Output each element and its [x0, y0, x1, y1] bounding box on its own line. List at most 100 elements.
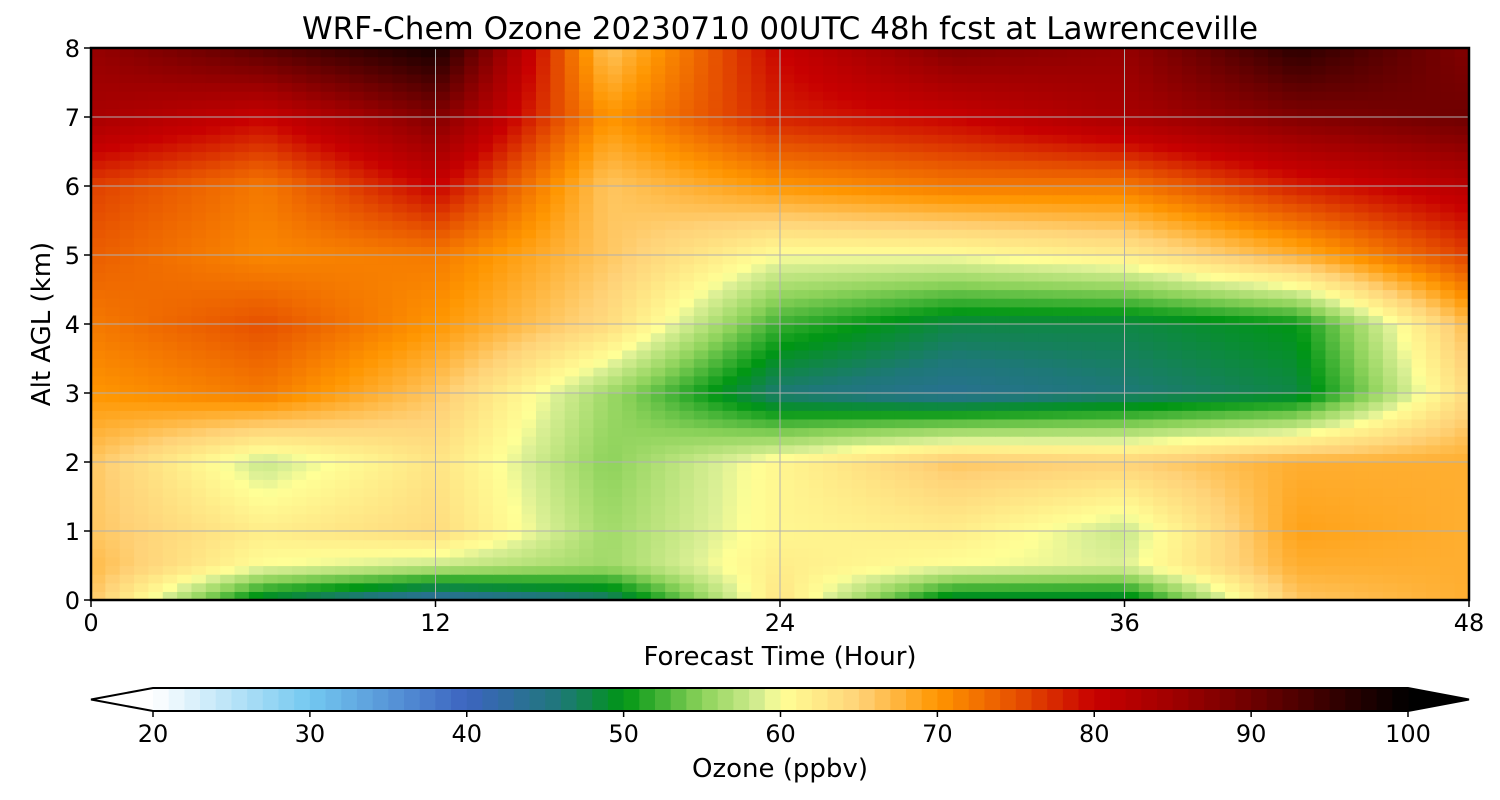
heatmap-cell	[134, 358, 150, 368]
heatmap-cell	[105, 393, 121, 403]
heatmap-cell	[464, 531, 480, 541]
heatmap-cell	[966, 487, 982, 498]
heatmap-cell	[1052, 453, 1068, 463]
heatmap-cell	[1095, 574, 1111, 584]
heatmap-cell	[909, 410, 925, 420]
heatmap-cell	[1368, 505, 1384, 515]
heatmap-cell	[1296, 487, 1312, 498]
heatmap-cell	[923, 211, 939, 222]
heatmap-cell	[492, 539, 508, 549]
heatmap-cell	[1325, 513, 1341, 523]
heatmap-cell	[765, 358, 781, 368]
heatmap-cell	[579, 375, 594, 385]
heatmap-cell	[564, 229, 580, 239]
heatmap-cell	[335, 513, 350, 523]
heatmap-cell	[1153, 306, 1169, 316]
heatmap-cell	[1411, 418, 1427, 429]
heatmap-cell	[808, 522, 824, 532]
heatmap-cell	[1397, 349, 1413, 360]
heatmap-cell	[736, 522, 752, 532]
heatmap-cell	[866, 548, 882, 558]
heatmap-cell	[1210, 194, 1226, 204]
heatmap-cell	[1095, 410, 1111, 420]
heatmap-cell	[1382, 436, 1398, 446]
heatmap-cell	[1038, 160, 1054, 170]
heatmap-cell	[736, 194, 752, 204]
heatmap-cell	[1009, 177, 1025, 187]
heatmap-cell	[105, 367, 121, 377]
heatmap-cell	[851, 384, 867, 394]
heatmap-cell	[851, 531, 867, 541]
heatmap-cell	[765, 393, 781, 403]
heatmap-cell	[607, 531, 623, 541]
heatmap-cell	[435, 539, 451, 549]
heatmap-cell	[1138, 375, 1154, 385]
heatmap-cell	[1311, 470, 1327, 480]
heatmap-cell	[1339, 393, 1355, 403]
heatmap-cell	[650, 203, 666, 213]
heatmap-cell	[693, 177, 709, 187]
heatmap-cell	[191, 487, 207, 498]
heatmap-cell	[177, 470, 193, 480]
heatmap-cell	[851, 367, 867, 377]
heatmap-cell	[794, 384, 810, 394]
heatmap-cell	[464, 401, 480, 411]
heatmap-cell	[794, 401, 810, 411]
heatmap-cell	[162, 246, 178, 256]
heatmap-cell	[894, 280, 910, 291]
heatmap-cell	[464, 280, 480, 291]
heatmap-cell	[1081, 427, 1097, 437]
heatmap-cell	[378, 453, 394, 463]
heatmap-cell	[91, 401, 106, 411]
heatmap-cell	[378, 556, 394, 567]
heatmap-cell	[550, 410, 566, 420]
heatmap-cell	[736, 349, 752, 360]
heatmap-cell	[320, 582, 336, 592]
heatmap-cell	[1153, 255, 1169, 265]
heatmap-cell	[535, 160, 551, 170]
heatmap-cell	[1311, 367, 1327, 377]
heatmap-cell	[1181, 151, 1197, 161]
heatmap-cell	[937, 505, 953, 515]
heatmap-cell	[291, 186, 307, 196]
heatmap-cell	[1411, 470, 1427, 480]
heatmap-cell	[937, 375, 953, 385]
heatmap-cell	[966, 358, 982, 368]
heatmap-cell	[349, 513, 365, 523]
heatmap-cell	[1196, 341, 1212, 351]
heatmap-cell	[148, 341, 164, 351]
heatmap-cell	[105, 418, 121, 429]
heatmap-cell	[1282, 591, 1298, 601]
heatmap-cell	[808, 591, 824, 601]
heatmap-cell	[1196, 367, 1212, 377]
heatmap-cell	[277, 462, 293, 472]
heatmap-cell	[363, 522, 379, 532]
heatmap-cell	[923, 513, 939, 523]
heatmap-cell	[349, 160, 365, 170]
heatmap-cell	[1153, 453, 1169, 463]
heatmap-cell	[593, 289, 609, 299]
heatmap-cell	[679, 539, 695, 549]
heatmap-cell	[1210, 255, 1226, 265]
heatmap-cell	[823, 298, 839, 308]
heatmap-cell	[406, 427, 422, 437]
heatmap-cell	[1454, 487, 1470, 498]
heatmap-cell	[277, 496, 293, 506]
heatmap-cell	[780, 401, 795, 411]
heatmap-cell	[693, 418, 709, 429]
heatmap-cell	[335, 298, 350, 308]
heatmap-cell	[162, 272, 178, 282]
heatmap-cell	[1067, 375, 1083, 385]
heatmap-cell	[765, 436, 781, 446]
heatmap-cell	[306, 358, 322, 368]
heatmap-cell	[535, 349, 551, 360]
heatmap-cell	[909, 298, 925, 308]
heatmap-cell	[1210, 341, 1226, 351]
heatmap-cell	[507, 496, 523, 506]
heatmap-cell	[665, 229, 681, 239]
heatmap-cell	[851, 565, 867, 575]
heatmap-cell	[923, 479, 939, 489]
heatmap-cell	[823, 531, 839, 541]
heatmap-cell	[1339, 462, 1355, 472]
heatmap-cell	[205, 375, 221, 385]
